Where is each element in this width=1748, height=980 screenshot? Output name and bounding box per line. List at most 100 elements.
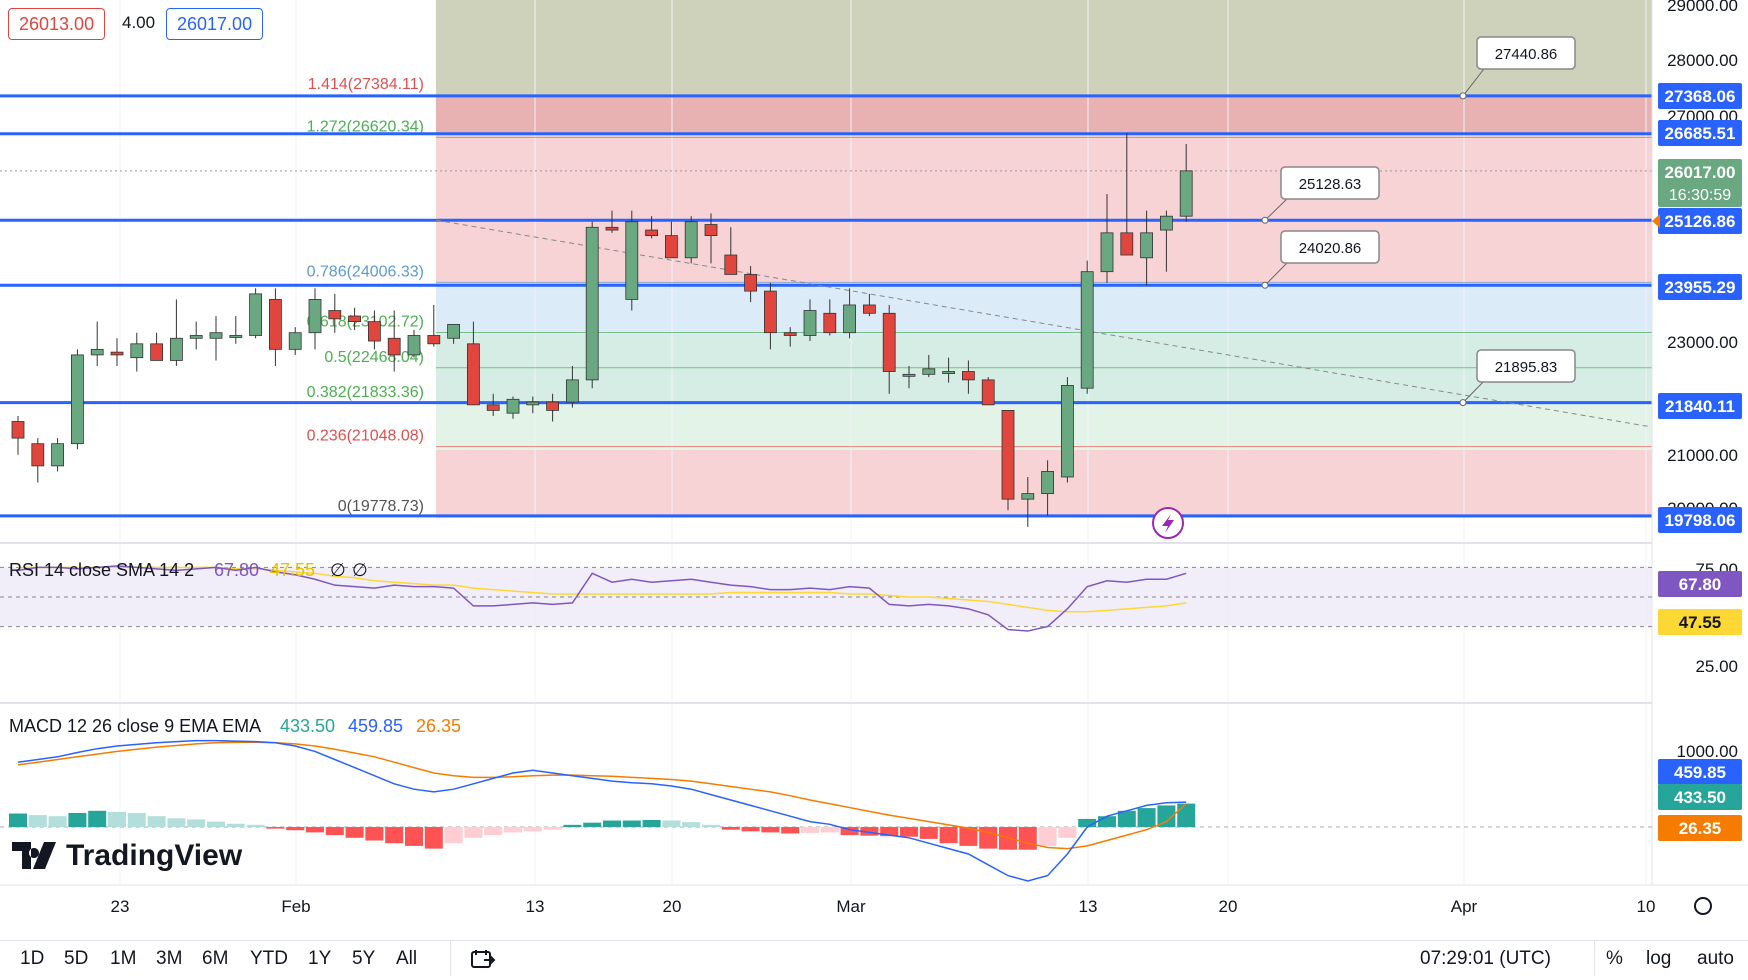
auto-toggle[interactable]: auto <box>1697 948 1734 969</box>
candle-body-45 <box>902 373 916 377</box>
macd-hist-bar-12 <box>246 824 265 827</box>
price-label-bg-1 <box>1658 120 1742 146</box>
ask-price[interactable]: 26017.00 <box>166 8 264 40</box>
log-toggle[interactable]: log <box>1646 948 1672 969</box>
tradingview-logo-icon <box>12 842 56 869</box>
candle-body-29 <box>585 226 599 381</box>
price-tick-3: 23000.00 <box>1667 333 1738 352</box>
price-label-bg-6 <box>1658 507 1742 533</box>
macd-hist-bar-49 <box>979 827 998 849</box>
candle-body-18 <box>367 321 381 342</box>
toolbar-divider-2 <box>1594 941 1595 976</box>
macd-hist-bar-54 <box>1078 818 1097 827</box>
macd-hist-bar-55 <box>1098 816 1116 827</box>
candle-body-39 <box>783 332 797 336</box>
macd-hist-bar-32 <box>642 819 661 827</box>
price-tick-4: 21000.00 <box>1667 446 1738 465</box>
price-tick-0: 29000.00 <box>1667 0 1738 15</box>
rsi-legend: RSI 14 close SMA 14 2 <box>9 560 194 580</box>
macd-signal-label-bg <box>1658 759 1742 785</box>
candle-body-31 <box>625 221 639 300</box>
price-label-5: 21840.11 <box>1665 397 1735 416</box>
candle-body-26 <box>526 401 540 406</box>
spread-value: 4.00 <box>122 13 156 32</box>
watermark-text: TradingView <box>66 839 243 872</box>
macd-signal-value: 459.85 <box>348 716 403 736</box>
candle-body-57 <box>1140 232 1153 259</box>
candle-body-55 <box>1100 232 1114 273</box>
timeframe-6m[interactable]: 6M <box>202 948 229 969</box>
bid-price[interactable]: 26013.00 <box>8 8 106 40</box>
price-label-1: 26685.51 <box>1665 124 1736 143</box>
timeframe-1m[interactable]: 1M <box>110 948 137 969</box>
macd-hist-bar-46 <box>919 827 938 839</box>
macd-hist-bar-8 <box>167 818 186 827</box>
macd-hist-bar-48 <box>959 827 978 846</box>
macd-hist-bar-9 <box>187 819 206 827</box>
toolbar-divider <box>450 941 451 976</box>
timeframe-ytd[interactable]: YTD <box>250 948 288 969</box>
candle-body-9 <box>189 335 203 339</box>
x-tick-3: 20 <box>663 897 682 916</box>
candle-body-52 <box>1041 471 1054 495</box>
x-tick-8: 10 <box>1637 897 1656 916</box>
macd-hist-bar-22 <box>444 827 463 844</box>
candle-body-23 <box>466 343 480 406</box>
macd-hist-bar-37 <box>741 827 760 832</box>
macd-hist-bar-59 <box>1177 803 1196 827</box>
tradingview-logo[interactable]: TradingView <box>12 836 242 876</box>
timeframe-3m[interactable]: 3M <box>156 948 183 969</box>
candle-body-3 <box>71 354 84 445</box>
timeframe-all[interactable]: All <box>396 948 418 969</box>
timeframe-5y[interactable]: 5Y <box>352 948 376 969</box>
macd-hist-bar-11 <box>226 823 245 827</box>
candle-body-59 <box>1179 170 1193 217</box>
fib-zone-top <box>436 0 1652 95</box>
macd-hist-bar-56 <box>1117 810 1136 827</box>
macd-hist-bar-10 <box>207 821 225 827</box>
macd-value: 433.50 <box>280 716 335 736</box>
candle-body-11 <box>229 335 243 338</box>
current-price-marker <box>1652 214 1660 228</box>
macd-hist-bar-16 <box>325 827 344 836</box>
candle-body-35 <box>704 224 718 237</box>
candle-body-37 <box>744 274 757 292</box>
callout-text-1: 25128.63 <box>1299 176 1362 193</box>
candle-body-58 <box>1160 215 1173 231</box>
candle-body-30 <box>605 226 619 231</box>
fib-zone-1414 <box>436 95 1652 133</box>
macd-hist-bar-34 <box>682 822 701 827</box>
date-range-icon[interactable] <box>470 948 496 970</box>
percent-toggle[interactable]: % <box>1606 948 1623 969</box>
macd-hist-bar-27 <box>543 827 562 830</box>
macd-hist-bar-53 <box>1058 827 1077 838</box>
candle-body-20 <box>407 335 421 356</box>
timeframe-5d[interactable]: 5D <box>64 948 89 969</box>
macd-hist-bar-43 <box>860 827 879 836</box>
callout-text-3: 21895.83 <box>1495 359 1558 376</box>
timeframe-1d[interactable]: 1D <box>20 948 45 969</box>
candle-body-48 <box>962 371 975 381</box>
clock[interactable]: 07:29:01 (UTC) <box>1420 948 1551 969</box>
timeframe-1y[interactable]: 1Y <box>308 948 332 969</box>
candle-body-4 <box>90 348 104 356</box>
price-label-4: 23955.29 <box>1665 278 1736 297</box>
candle-body-16 <box>328 310 342 320</box>
rsi-ma-label-bg <box>1658 609 1742 635</box>
x-tick-0: 23 <box>111 897 130 916</box>
candle-body-32 <box>645 229 658 237</box>
candle-body-41 <box>823 312 837 334</box>
macd-hist-bar-2 <box>48 816 67 827</box>
price-label-bg-5 <box>1658 393 1742 419</box>
price-label-0: 27368.06 <box>1665 87 1736 106</box>
price-label-bg-0 <box>1658 83 1742 109</box>
fib-label-1: 1.272(26620.34) <box>307 118 424 135</box>
macd-hist-bar-47 <box>939 827 958 844</box>
candle-body-53 <box>1061 385 1074 478</box>
macd-hist-bar-19 <box>385 827 404 844</box>
macd-hist-bar-30 <box>603 820 621 827</box>
candle-body-56 <box>1120 232 1134 256</box>
callout-box-3 <box>1476 349 1576 383</box>
